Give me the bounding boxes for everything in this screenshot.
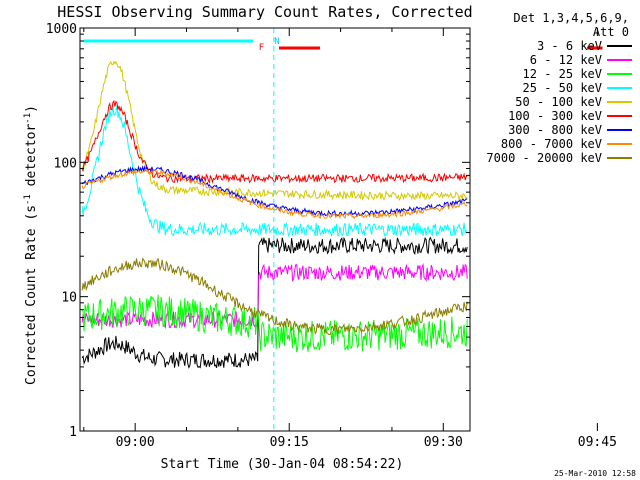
legend-label-5: 50 - 100 keV [515, 95, 602, 109]
x-tick-label: 09:00 [116, 435, 155, 450]
x-axis-label: Start Time (30-Jan-04 08:54:22) [161, 457, 404, 472]
y-axis-label-sup-2: -1 [23, 113, 33, 124]
series-line-2 [81, 262, 468, 330]
series-line-6 [81, 99, 468, 184]
y-tick-label: 1 [69, 425, 77, 440]
series-line-8 [81, 168, 468, 220]
chart-title: HESSI Observing Summary Count Rates, Cor… [57, 3, 472, 21]
y-axis-label-part-2: detector [24, 124, 39, 195]
night-flag-label: N [274, 37, 279, 47]
y-axis-label-part-3: ) [24, 105, 39, 113]
legend-label-8: 800 - 7000 keV [501, 137, 602, 151]
series-line-9 [81, 257, 468, 336]
series-line-7 [81, 164, 468, 218]
legend-label-2: 6 - 12 keV [530, 53, 602, 67]
x-tick-label: 09:30 [424, 435, 463, 450]
plot-frame [79, 27, 471, 432]
x-tick-label: 09:45 [578, 435, 617, 450]
flare-flag-label: F [259, 43, 264, 53]
series-line-4 [81, 104, 468, 238]
y-axis-label-part-1: Corrected Count Rate (s [24, 205, 39, 385]
y-axis-label: Corrected Count Rate (s-1 detector-1) [23, 105, 39, 385]
legend-label-3: 12 - 25 keV [523, 67, 602, 81]
legend-label-7: 300 - 800 keV [508, 123, 602, 137]
y-axis-label-sup-1: -1 [23, 194, 33, 205]
x-tick-label: 09:15 [270, 435, 309, 450]
series-line-1 [81, 236, 468, 369]
y-tick-label: 100 [54, 156, 77, 171]
plot-layer: FN [81, 28, 603, 431]
axis-layer: 09:0009:1509:3009:4510:0010:1510:3011010… [46, 22, 617, 450]
footer-date: 25-Mar-2010 12:58 [554, 469, 636, 478]
legend-label-1: 3 - 6 keV [537, 39, 602, 53]
series-line-3 [81, 294, 468, 353]
legend-label-6: 100 - 300 keV [508, 109, 602, 123]
legend-label-4: 25 - 50 keV [523, 81, 602, 95]
y-tick-label: 10 [61, 291, 77, 306]
legend-header-line-1: Det 1,3,4,5,6,9, [513, 11, 629, 25]
legend-header-line-2: Att 0 [593, 25, 629, 39]
legend-label-9: 7000 - 20000 keV [486, 151, 602, 165]
y-tick-label: 1000 [46, 22, 77, 37]
